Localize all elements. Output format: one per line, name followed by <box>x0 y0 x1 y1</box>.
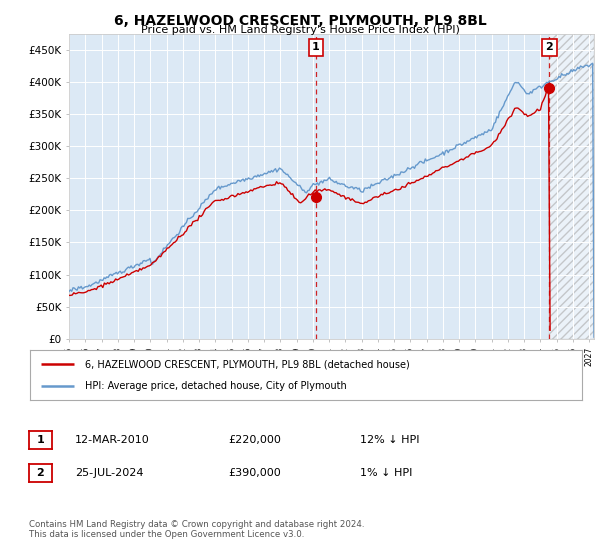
Text: £390,000: £390,000 <box>228 468 281 478</box>
Text: 2: 2 <box>545 43 553 52</box>
Text: 25-JUL-2024: 25-JUL-2024 <box>75 468 143 478</box>
Text: 12% ↓ HPI: 12% ↓ HPI <box>360 435 419 445</box>
Text: 2: 2 <box>37 468 44 478</box>
Text: 6, HAZELWOOD CRESCENT, PLYMOUTH, PL9 8BL: 6, HAZELWOOD CRESCENT, PLYMOUTH, PL9 8BL <box>113 14 487 28</box>
Text: Contains HM Land Registry data © Crown copyright and database right 2024.
This d: Contains HM Land Registry data © Crown c… <box>29 520 364 539</box>
Text: Price paid vs. HM Land Registry's House Price Index (HPI): Price paid vs. HM Land Registry's House … <box>140 25 460 35</box>
Text: 1: 1 <box>37 435 44 445</box>
Text: 12-MAR-2010: 12-MAR-2010 <box>75 435 150 445</box>
Bar <box>550 34 594 339</box>
Text: 1% ↓ HPI: 1% ↓ HPI <box>360 468 412 478</box>
Text: 6, HAZELWOOD CRESCENT, PLYMOUTH, PL9 8BL (detached house): 6, HAZELWOOD CRESCENT, PLYMOUTH, PL9 8BL… <box>85 359 410 369</box>
Text: 1: 1 <box>312 43 320 52</box>
Bar <box>550 34 594 339</box>
Text: £220,000: £220,000 <box>228 435 281 445</box>
Text: HPI: Average price, detached house, City of Plymouth: HPI: Average price, detached house, City… <box>85 381 347 391</box>
